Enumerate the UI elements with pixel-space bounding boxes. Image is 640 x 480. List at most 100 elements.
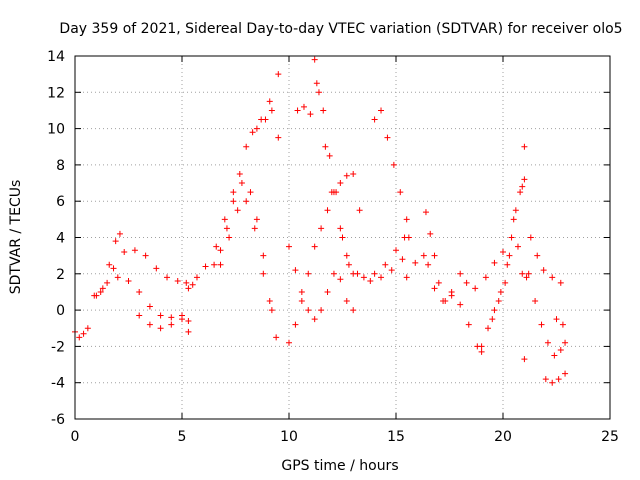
data-point [337, 180, 344, 187]
data-point [153, 265, 160, 272]
data-point [157, 312, 164, 319]
data-point [549, 274, 556, 281]
series-arc-1 [72, 230, 123, 341]
data-point [136, 288, 143, 295]
data-point [382, 261, 389, 268]
data-point [193, 274, 200, 281]
data-point [491, 307, 498, 314]
data-point [164, 274, 171, 281]
series-arc-17 [478, 176, 528, 350]
data-point [427, 230, 434, 237]
data-point [420, 252, 427, 259]
data-point [226, 234, 233, 241]
data-point [337, 276, 344, 283]
series-arc-21 [525, 270, 569, 359]
series-arc-18 [489, 183, 526, 323]
x-tick-label: 25 [601, 429, 619, 445]
data-point [431, 285, 438, 292]
data-point [412, 259, 419, 266]
data-point [345, 261, 352, 268]
data-point [360, 274, 367, 281]
x-tick-label: 10 [280, 429, 298, 445]
data-point [322, 143, 329, 150]
data-point [540, 267, 547, 274]
data-point [523, 274, 530, 281]
data-point [221, 216, 228, 223]
data-point [553, 316, 560, 323]
data-point [262, 116, 269, 123]
data-point [318, 225, 325, 232]
series-arc-19 [521, 143, 528, 363]
data-point [489, 316, 496, 323]
data-point [333, 189, 340, 196]
chart-title: Day 359 of 2021, Sidereal Day-to-day VTE… [59, 21, 622, 37]
data-point [371, 270, 378, 277]
data-point [500, 249, 506, 256]
data-point [422, 209, 429, 216]
data-point [157, 325, 164, 332]
data-point [230, 189, 237, 196]
data-point [305, 307, 312, 314]
data-point [405, 234, 412, 241]
data-point [324, 288, 331, 295]
data-point [525, 270, 532, 277]
data-point [534, 252, 541, 259]
data-point [491, 259, 498, 266]
data-point [286, 243, 292, 250]
data-point [388, 267, 395, 274]
data-point [305, 270, 312, 277]
data-point [217, 261, 224, 268]
series-arc-23 [553, 316, 566, 328]
data-point [367, 278, 374, 285]
y-tick-label: -6 [51, 412, 65, 428]
series-arc-10 [286, 243, 357, 323]
series-arc-15 [422, 209, 485, 355]
data-point [294, 107, 301, 114]
series-arc-14 [403, 252, 427, 281]
data-point [510, 216, 517, 223]
data-point [76, 334, 83, 341]
data-point [213, 243, 220, 250]
data-point [313, 80, 320, 87]
data-point [104, 279, 111, 286]
series-arc-11 [294, 56, 408, 281]
data-point [506, 252, 513, 259]
data-point [185, 285, 192, 292]
data-point [97, 288, 104, 295]
data-point [350, 307, 357, 314]
data-point [266, 98, 273, 105]
data-point [478, 343, 485, 350]
series-arc-16 [425, 234, 530, 305]
y-tick-label: -2 [51, 339, 65, 355]
data-point [521, 176, 528, 183]
series-arc-13 [371, 107, 412, 241]
series-arc-22 [542, 370, 569, 386]
data-point [390, 161, 397, 168]
series-arc-8 [253, 107, 282, 141]
data-point [495, 298, 502, 305]
data-point [112, 238, 119, 245]
data-point [311, 243, 318, 250]
data-point [521, 356, 528, 363]
data-point [275, 134, 282, 141]
data-point [562, 339, 569, 346]
data-point [324, 207, 331, 214]
data-point [549, 379, 556, 386]
data-point [136, 312, 143, 319]
data-point [502, 279, 509, 286]
data-point [292, 321, 299, 328]
data-point [559, 321, 566, 328]
data-point [448, 292, 455, 299]
data-point [230, 198, 237, 205]
y-tick-label: 14 [47, 49, 65, 65]
data-point [234, 207, 241, 214]
data-point [168, 314, 175, 321]
data-point [371, 116, 378, 123]
data-point [110, 265, 117, 272]
data-points [72, 56, 569, 386]
data-point [249, 129, 256, 136]
series-arc-3 [97, 247, 196, 295]
data-point [330, 270, 337, 277]
data-point [544, 339, 551, 346]
